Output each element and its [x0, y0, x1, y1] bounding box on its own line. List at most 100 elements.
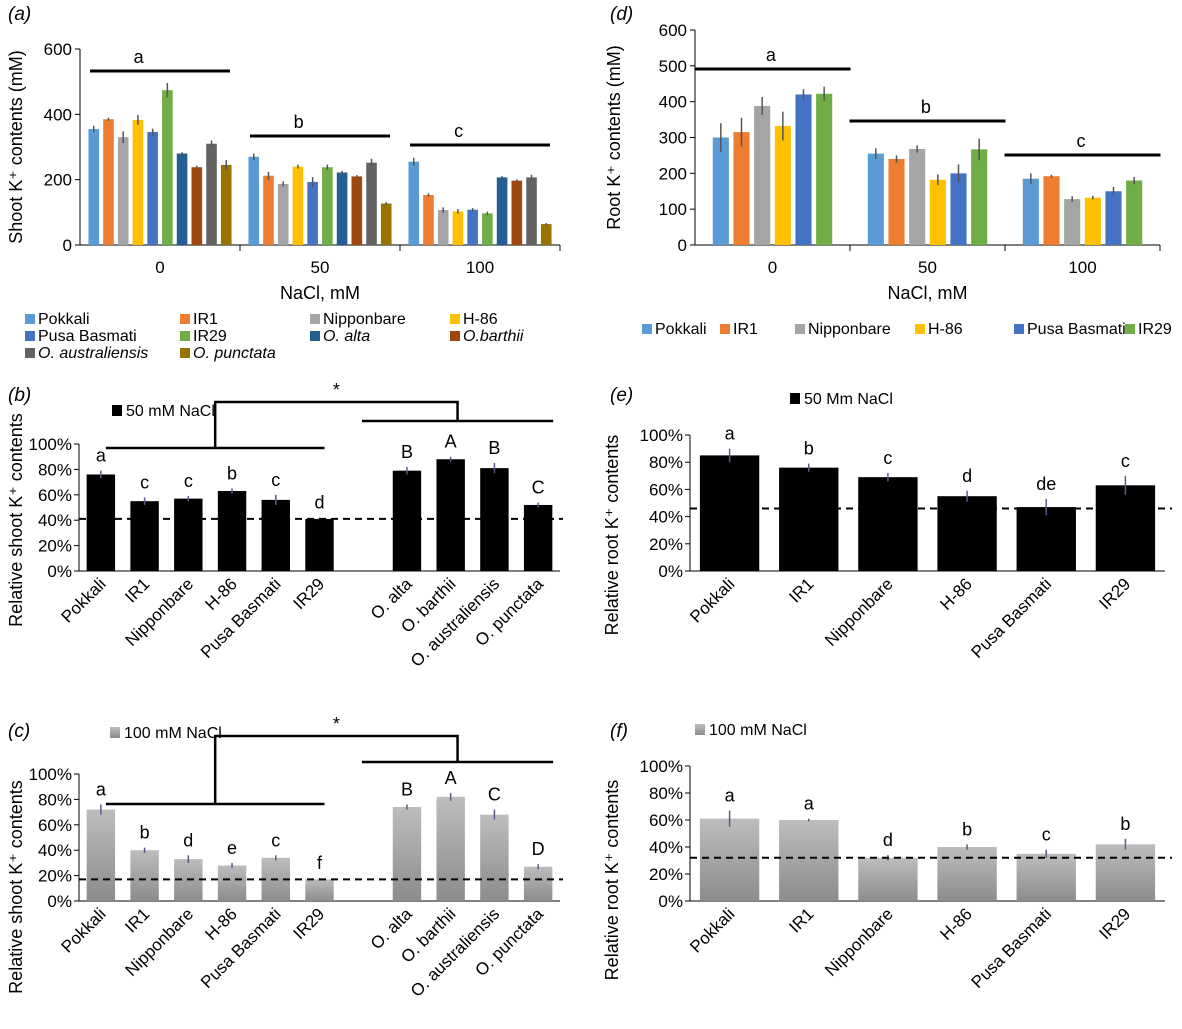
legend-label: IR29 [1138, 321, 1172, 338]
legend-swatch [110, 727, 120, 738]
legend-label: O. punctata [193, 345, 276, 362]
bar-a-2-2 [437, 210, 449, 245]
y-tick-label: 40% [649, 838, 683, 857]
bar-d-1-0 [733, 132, 750, 245]
bar-a-3-2 [452, 211, 464, 245]
legend-swatch [180, 314, 190, 324]
y-tick-label: 600 [44, 40, 72, 59]
category-label: IR29 [1095, 904, 1134, 943]
legend-swatch [180, 348, 190, 358]
significance-letter: A [445, 768, 457, 788]
bar-a-0-2 [408, 161, 420, 245]
significance-letter: A [445, 432, 457, 452]
bar-b-5 [305, 518, 334, 571]
bar-d-5-0 [816, 93, 833, 246]
bar-f-0 [699, 818, 760, 901]
bar-d-2-1 [909, 148, 926, 245]
bar-a-4-0 [147, 131, 158, 245]
panel-label: (e) [610, 385, 633, 406]
y-tick-label: 100 [659, 200, 687, 219]
legend-swatch [915, 324, 925, 334]
bar-d-4-2 [1105, 191, 1122, 245]
legend-label: O. australiensis [38, 345, 148, 362]
y-tick-label: 500 [659, 57, 687, 76]
legend-swatch [25, 314, 35, 324]
y-tick-label: 100% [29, 765, 72, 784]
comparison-bracket [213, 400, 459, 448]
legend-label: Pusa Basmati [1027, 321, 1126, 338]
significance-letter: de [1036, 474, 1056, 494]
bar-d-1-2 [1043, 176, 1060, 245]
y-tick-label: 0 [63, 236, 72, 255]
legend-swatch [180, 331, 190, 341]
significance-letter: C [532, 477, 545, 497]
bar-d-4-0 [795, 94, 812, 245]
category-label: H-86 [201, 904, 240, 943]
y-tick-label: 0% [658, 892, 683, 911]
y-tick-label: 0% [47, 562, 72, 581]
bar-e-2 [858, 477, 918, 571]
category-label: Pusa Basmati [967, 904, 1055, 992]
bar-e-0 [699, 455, 760, 571]
legend-swatch [1125, 324, 1135, 334]
panel-f: (f) Relative root K⁺ contents 100 mM NaCl 0… [602, 721, 1172, 992]
bar-c-5 [305, 879, 334, 901]
y-axis-title: Relative shoot K⁺ contents [6, 780, 26, 994]
legend-swatch [695, 724, 705, 735]
significance-letter: c [1121, 451, 1130, 471]
panel-d: (d)Root K⁺ contents (mM)0100200300400500… [604, 4, 1172, 338]
bar-a-5-1 [322, 167, 333, 245]
group-letter: c [454, 121, 463, 141]
x-axis-title: NaCl, mM [888, 283, 968, 303]
group-letter: a [134, 47, 145, 67]
bar-f-5 [1095, 844, 1156, 901]
panel-b: (b) Relative shoot K⁺ contents 50 mM NaCl 0… [6, 380, 563, 671]
y-tick-label: 40% [38, 511, 72, 530]
significance-letter: b [962, 819, 972, 839]
bar-e-4 [1016, 507, 1076, 571]
bar-c-9 [480, 814, 509, 901]
bar-b-3 [217, 490, 247, 571]
y-axis-title: Shoot K⁺ contents (mM) [6, 50, 26, 244]
x-tick-label: 100 [466, 258, 494, 277]
bar-f-3 [937, 847, 997, 901]
significance-letter: B [488, 438, 500, 458]
panel-label: (f) [610, 721, 628, 742]
significance-letter: a [804, 794, 815, 814]
bar-c-8 [436, 796, 465, 901]
significance-letter: b [1120, 814, 1130, 834]
legend-swatch [790, 393, 800, 404]
bar-a-1-2 [423, 195, 434, 245]
significance-letter: c [883, 448, 892, 468]
bar-c-10 [523, 866, 553, 901]
bar-d-5-2 [1126, 180, 1143, 245]
bar-a-3-1 [292, 166, 304, 245]
bar-a-2-0 [117, 137, 129, 245]
legend-swatch [310, 314, 320, 324]
y-tick-label: 40% [649, 508, 683, 527]
y-tick-label: 100% [640, 757, 683, 776]
y-tick-label: 60% [38, 816, 72, 835]
y-tick-label: 40% [38, 841, 72, 860]
legend-label: 50 mM NaCl [126, 403, 215, 420]
legend-swatch [795, 324, 805, 334]
bar-f-4 [1016, 853, 1076, 901]
y-tick-label: 100% [640, 426, 683, 445]
y-tick-label: 60% [649, 811, 683, 830]
bar-a-3-0 [132, 119, 144, 245]
bar-d-2-0 [754, 105, 771, 245]
bar-a-9-1 [380, 203, 392, 245]
bar-a-9-2 [540, 224, 552, 245]
legend-label: Pokkali [38, 311, 90, 328]
category-label: IR1 [121, 904, 153, 936]
bar-f-1 [779, 820, 839, 901]
bar-d-3-0 [774, 126, 791, 245]
legend-swatch [112, 405, 122, 416]
legend-swatch [642, 324, 652, 334]
y-tick-label: 0% [47, 892, 72, 911]
x-tick-label: 100 [1068, 258, 1096, 277]
significance-letter: b [140, 823, 150, 843]
y-tick-label: 20% [649, 535, 683, 554]
significance-letter: c [271, 470, 280, 490]
bar-b-0 [86, 474, 116, 571]
